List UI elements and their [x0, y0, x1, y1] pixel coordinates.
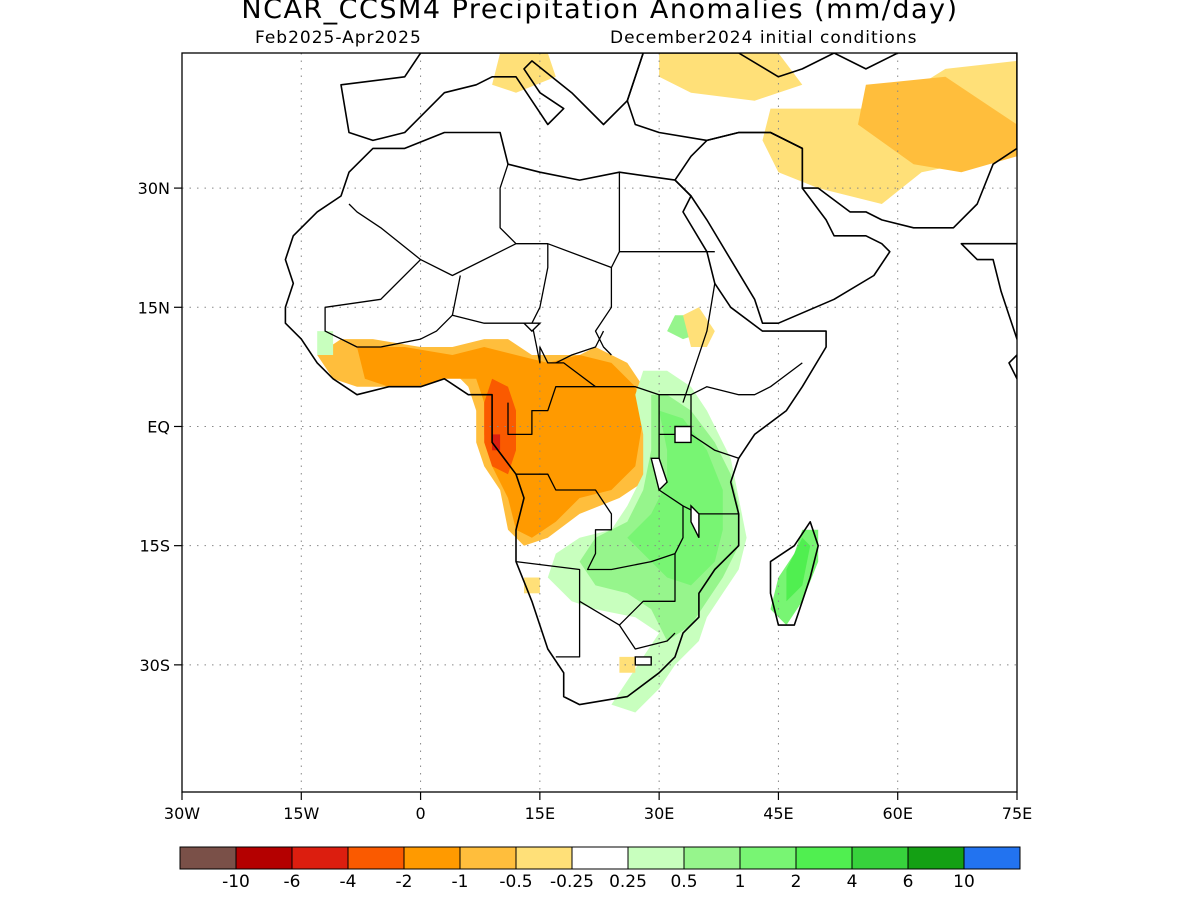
colorbar-swatch: [347, 846, 405, 870]
colorbar-label: -6: [283, 872, 301, 892]
country-border: [618, 624, 676, 650]
colorbar-label: 0.25: [609, 872, 647, 892]
latitude-axis: 30N 15N EQ 15S 30S: [138, 179, 182, 675]
colorbar-label: 4: [846, 872, 858, 892]
anomaly-region-15: [317, 331, 334, 355]
country-border: [324, 259, 803, 396]
country-border: [515, 560, 581, 658]
colorbar-swatch: [403, 846, 461, 870]
country-border: [348, 172, 621, 277]
x-tick-label: 45E: [763, 804, 793, 823]
colorbar-label: -2: [395, 872, 413, 892]
colorbar-swatch: [907, 846, 965, 870]
lake-victoria: [674, 425, 692, 444]
coastline-asia: [626, 53, 1017, 229]
country-border: [579, 553, 676, 626]
colorbar-label: -0.25: [550, 872, 594, 892]
anomaly-region-12: [683, 307, 715, 347]
x-tick-label: 0: [415, 804, 425, 823]
colorbar-swatch: [627, 846, 685, 870]
coastline-sri-lanka: [1008, 354, 1017, 380]
country-border: [507, 386, 596, 436]
colorbar-swatch: [515, 846, 573, 870]
lake-chad: [522, 322, 542, 333]
x-tick-label: 30W: [164, 804, 200, 823]
lesotho: [634, 656, 652, 666]
coastline-africa: [284, 131, 827, 706]
lat-lon-grid: [182, 53, 1017, 792]
colorbar-label: -10: [222, 872, 250, 892]
colorbar-swatch: [179, 846, 237, 870]
x-tick-label: 15W: [283, 804, 319, 823]
colorbar-label: -1: [451, 872, 469, 892]
x-tick-label: 30E: [644, 804, 674, 823]
colorbar-label: 0.5: [670, 872, 698, 892]
longitude-axis: 30W 15W 0 15E 30E 45E 60E 75E: [164, 792, 1032, 823]
colorbar-swatch: [459, 846, 517, 870]
lake-tanganyika: [650, 457, 668, 492]
colorbar-label: 1: [734, 872, 746, 892]
country-border: [531, 243, 549, 324]
x-tick-label: 75E: [1002, 804, 1032, 823]
colorbar-label: 2: [790, 872, 802, 892]
colorbar-label: 6: [902, 872, 914, 892]
colorbar-swatch: [235, 846, 293, 870]
anomaly-shading: [317, 53, 1017, 713]
colorbar-swatch: [291, 846, 349, 870]
coastline-europe: [340, 53, 645, 142]
y-tick-label: 30N: [138, 179, 170, 198]
map-title: NCAR_CCSM4 Precipitation Anomalies (mm/d…: [241, 0, 959, 25]
colorbar-label: -0.5: [499, 872, 533, 892]
country-border: [594, 267, 613, 356]
colorbar-label: -4: [339, 872, 357, 892]
colorbar-swatch: [963, 846, 1021, 870]
forecast-period: Feb2025-Apr2025: [255, 28, 422, 48]
colorbar-label: 10: [953, 872, 975, 892]
country-border: [555, 330, 605, 364]
plot-frame: [181, 52, 1018, 793]
colorbar-swatch: [795, 846, 853, 870]
colorbar: [179, 846, 1021, 870]
colorbar-swatch: [683, 846, 741, 870]
country-outlines: [284, 53, 1017, 706]
y-tick-label: 15N: [138, 298, 170, 317]
x-tick-label: 15E: [525, 804, 555, 823]
anomaly-region-10: [627, 410, 723, 586]
initial-conditions: December2024 initial conditions: [610, 28, 918, 48]
colorbar-swatch: [851, 846, 909, 870]
lake-malawi: [690, 504, 700, 539]
y-tick-label: 30S: [139, 656, 170, 675]
anomaly-region-0: [492, 53, 556, 93]
colorbar-swatch: [739, 846, 797, 870]
colorbar-swatch: [571, 846, 629, 870]
country-border: [499, 163, 517, 245]
coastline-madagascar: [769, 520, 820, 626]
coastline-india: [960, 242, 1017, 340]
y-tick-label: EQ: [147, 417, 170, 436]
anomaly-region-3: [858, 76, 1017, 173]
anomaly-region-16: [619, 656, 636, 673]
country-border: [682, 283, 716, 403]
anomaly-region-1: [659, 53, 803, 101]
x-tick-label: 60E: [882, 804, 912, 823]
anomaly-region-14: [786, 537, 811, 602]
country-border: [451, 275, 461, 316]
y-tick-label: 15S: [139, 537, 170, 556]
